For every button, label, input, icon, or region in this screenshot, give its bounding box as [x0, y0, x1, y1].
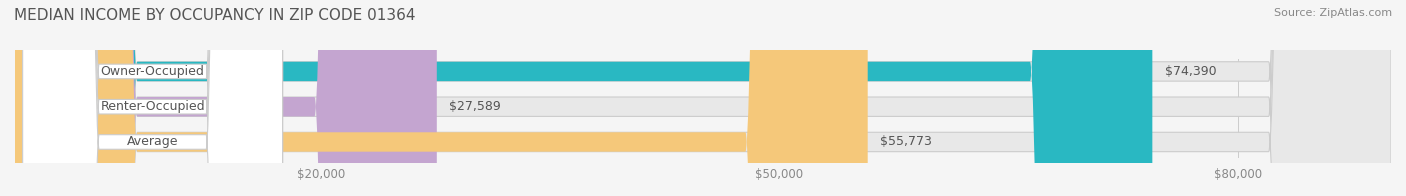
- FancyBboxPatch shape: [15, 0, 1391, 196]
- FancyBboxPatch shape: [15, 0, 868, 196]
- Text: $55,773: $55,773: [880, 135, 932, 149]
- Text: MEDIAN INCOME BY OCCUPANCY IN ZIP CODE 01364: MEDIAN INCOME BY OCCUPANCY IN ZIP CODE 0…: [14, 8, 416, 23]
- FancyBboxPatch shape: [15, 0, 1391, 196]
- FancyBboxPatch shape: [22, 0, 283, 196]
- Text: Renter-Occupied: Renter-Occupied: [100, 100, 205, 113]
- FancyBboxPatch shape: [15, 0, 437, 196]
- Text: Source: ZipAtlas.com: Source: ZipAtlas.com: [1274, 8, 1392, 18]
- FancyBboxPatch shape: [22, 0, 283, 196]
- Text: $74,390: $74,390: [1164, 65, 1216, 78]
- FancyBboxPatch shape: [15, 0, 1391, 196]
- Text: Owner-Occupied: Owner-Occupied: [101, 65, 204, 78]
- FancyBboxPatch shape: [22, 0, 283, 196]
- Text: $27,589: $27,589: [449, 100, 501, 113]
- Text: Average: Average: [127, 135, 179, 149]
- FancyBboxPatch shape: [15, 0, 1153, 196]
